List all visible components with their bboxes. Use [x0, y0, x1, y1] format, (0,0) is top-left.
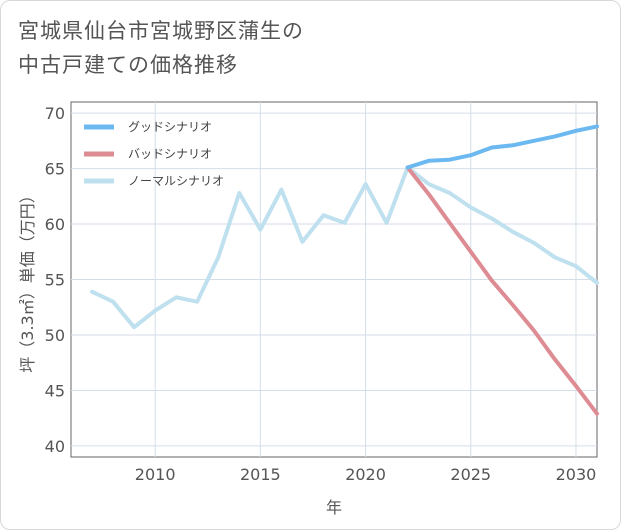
y-axis-title: 坪（3.3㎡）単価（万円） — [18, 187, 37, 372]
y-tick-label: 60 — [45, 215, 65, 234]
legend-label: グッドシナリオ — [128, 120, 212, 134]
y-tick-label: 50 — [45, 326, 65, 345]
y-tick-label: 55 — [45, 271, 65, 290]
chart-title-line-2: 中古戸建ての価格推移 — [18, 53, 238, 77]
legend-label: バッドシナリオ — [128, 147, 212, 161]
series-line-0 — [405, 124, 599, 170]
x-tick-label: 2010 — [135, 465, 176, 484]
y-tick-label: 40 — [45, 437, 65, 456]
x-tick-label: 2015 — [240, 465, 281, 484]
y-tick-label: 70 — [45, 104, 65, 123]
x-axis-title: 年 — [326, 498, 342, 517]
tick-labels: 2010 2015 2020 2025 2030 40 45 50 55 60 65 70 — [45, 104, 597, 484]
y-tick-label: 65 — [45, 160, 65, 179]
series-lines — [90, 124, 599, 416]
series-line-2 — [90, 165, 599, 330]
x-tick-label: 2020 — [345, 465, 386, 484]
legend-label: ノーマルシナリオ — [128, 174, 224, 188]
chart-title: 宮城県仙台市宮城野区蒲生の 中古戸建ての価格推移 — [18, 14, 304, 82]
y-tick-label: 45 — [45, 381, 65, 400]
grid — [71, 102, 597, 457]
x-tick-label: 2030 — [556, 465, 597, 484]
chart-title-line-1: 宮城県仙台市宮城野区蒲生の — [18, 19, 304, 43]
series-line-1 — [405, 165, 599, 416]
x-tick-label: 2025 — [450, 465, 491, 484]
